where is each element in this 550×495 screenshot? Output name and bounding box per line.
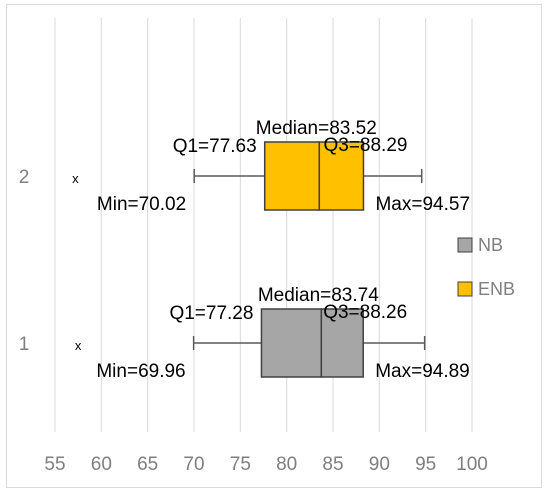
x-tick-label-95: 95 xyxy=(415,454,436,475)
chart-frame xyxy=(6,4,542,488)
mean-marker: x xyxy=(72,171,79,186)
legend-swatch-nb xyxy=(457,237,473,253)
label-max: Max=94.89 xyxy=(375,361,470,382)
label-q1: Q1=77.28 xyxy=(169,303,253,324)
legend-label-nb: NB xyxy=(478,235,503,255)
box-upper-half xyxy=(318,141,365,211)
x-tick-label-55: 55 xyxy=(44,454,65,475)
box-lower-half xyxy=(260,308,323,378)
x-tick-label-90: 90 xyxy=(369,454,390,475)
label-median: Median=83.52 xyxy=(256,118,377,139)
label-q3: Q3=88.29 xyxy=(323,135,407,156)
x-tick-label-65: 65 xyxy=(137,454,158,475)
x-axis: 55 60 65 70 75 80 85 90 95 100 xyxy=(44,454,487,475)
box-upper-half xyxy=(320,308,364,378)
x-tick-label-100: 100 xyxy=(456,454,488,475)
x-tick-label-80: 80 xyxy=(276,454,297,475)
legend-swatch-enb xyxy=(457,281,473,297)
box-lower-half xyxy=(263,141,321,211)
label-max: Max=94.57 xyxy=(375,194,470,215)
label-min: Min=69.96 xyxy=(96,361,185,382)
category-label-2: 2 xyxy=(19,167,30,188)
x-tick-label-85: 85 xyxy=(322,454,343,475)
category-axis: 12 xyxy=(19,167,30,355)
mean-marker: x xyxy=(75,338,82,353)
legend-label-enb: ENB xyxy=(478,279,515,299)
label-min: Min=70.02 xyxy=(97,194,186,215)
x-tick-label-60: 60 xyxy=(91,454,112,475)
label-median: Median=83.74 xyxy=(258,285,379,306)
category-label-1: 1 xyxy=(19,334,30,355)
legend: NB ENB xyxy=(457,235,515,299)
x-tick-label-70: 70 xyxy=(183,454,204,475)
label-q3: Q3=88.26 xyxy=(323,302,407,323)
label-q1: Q1=77.63 xyxy=(173,136,257,157)
x-tick-label-75: 75 xyxy=(230,454,251,475)
